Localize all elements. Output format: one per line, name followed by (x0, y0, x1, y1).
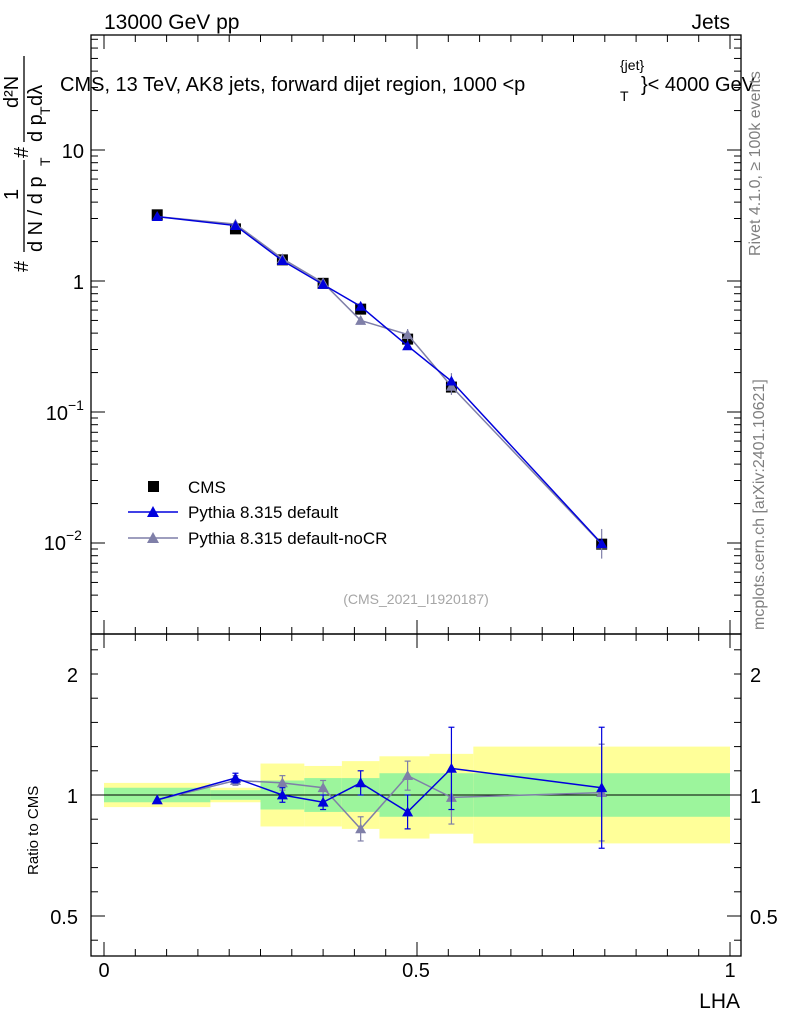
nocr-ratio-point (402, 770, 414, 781)
default-ratio-point (276, 789, 288, 800)
ratio-tick-label-0p5-right: 0.5 (750, 907, 778, 929)
nocr-ratio-point (355, 823, 367, 834)
legend-label-default: Pythia 8.315 default (188, 503, 339, 522)
nocr-ratio-point (276, 777, 288, 788)
ytitle-rhs-hash: # (11, 146, 33, 158)
ytitle-prefix: # (11, 260, 33, 272)
ratio-y-axis-title: Ratio to CMS (25, 786, 42, 875)
default-ratio-line (157, 767, 602, 813)
default-ratio-point (151, 794, 163, 805)
default-data-point (317, 279, 329, 289)
nocr-data-point (355, 314, 367, 325)
xtick-label-1: 1 (724, 960, 735, 982)
axis-ticks (91, 35, 741, 956)
default-data-point (229, 220, 241, 230)
default-ratio-point (445, 762, 457, 773)
main-panel-series (151, 209, 608, 559)
ratio-tick-label-0p5: 0.5 (50, 907, 78, 929)
legend-label-cms: CMS (188, 478, 226, 497)
legend-marker-default (147, 506, 159, 517)
analysis-reference-label: (CMS_2021_I1920187) (343, 591, 489, 607)
default-data-point (445, 375, 457, 386)
header-right-label: Jets (691, 11, 730, 34)
nocr-data-point (445, 380, 457, 391)
ytick-label-1: 1 (73, 272, 84, 294)
nocr-ratio-point (317, 782, 329, 793)
plot-title: CMS, 13 TeV, AK8 jets, forward dijet reg… (60, 74, 525, 96)
plot-title-sub: T (620, 88, 629, 104)
ytick-label-0p01-exp: −2 (66, 527, 82, 543)
ratio-tick-label-1: 1 (67, 786, 78, 808)
mcplots-label: mcplots.cern.ch [arXiv:2401.10621] (751, 379, 768, 630)
ytick-label-10: 10 (62, 141, 84, 163)
ytitle-den-sub: T (37, 157, 53, 166)
legend-label-nocr: Pythia 8.315 default-noCR (188, 529, 387, 548)
ytick-label-0p01: 10 (44, 533, 66, 555)
header-left-label: 13000 GeV pp (104, 11, 239, 34)
default-data-point (151, 211, 163, 222)
ytitle-den: d N / d p (25, 176, 47, 252)
plot-title-sup: {jet} (620, 57, 644, 73)
legend-marker-cms (148, 481, 159, 492)
default-data-point (596, 538, 608, 548)
legend: CMS Pythia 8.315 default Pythia 8.315 de… (128, 478, 387, 548)
nocr-series-line (157, 215, 603, 545)
legend-marker-nocr (147, 532, 159, 543)
plot-title-tail: }< 4000 GeV (641, 74, 756, 96)
x-axis-title: LHA (699, 990, 740, 1013)
main-y-axis-title: # 1 d N / d p T # d²N d p T dλ (1, 56, 53, 272)
ytitle-rhs-top: d²N (1, 76, 23, 108)
rivet-version-label: Rivet 4.1.0, ≥ 100k events (747, 71, 764, 256)
default-ratio-point (355, 777, 367, 788)
ratio-panel-series (151, 726, 608, 849)
default-ratio-point (596, 782, 608, 793)
ytitle-num: 1 (1, 189, 23, 200)
ratio-tick-label-2-right: 2 (750, 665, 761, 687)
plot-title-main: CMS, 13 TeV, AK8 jets, forward dijet reg… (60, 74, 525, 96)
default-series-line (157, 215, 603, 545)
default-ratio-point (317, 796, 329, 807)
xtick-label-0: 0 (98, 960, 109, 982)
ytick-label-0p1-exp: −1 (68, 397, 84, 413)
ytick-label-0p1: 10 (46, 403, 68, 425)
xtick-label-0p5: 0.5 (402, 960, 430, 982)
default-data-point (402, 340, 414, 351)
default-data-point (276, 255, 288, 266)
ytitle-rhs-bot: d p (25, 114, 47, 142)
ytitle-rhs-bot-sub: T (37, 106, 53, 115)
nocr-data-point (402, 329, 414, 339)
ratio-tick-label-2: 2 (67, 665, 78, 687)
default-ratio-point (402, 806, 414, 817)
ytitle-rhs-bot-tail: dλ (25, 85, 47, 106)
default-ratio-point (229, 772, 241, 783)
default-data-point (355, 300, 367, 311)
ratio-tick-label-1-right: 1 (750, 786, 761, 808)
